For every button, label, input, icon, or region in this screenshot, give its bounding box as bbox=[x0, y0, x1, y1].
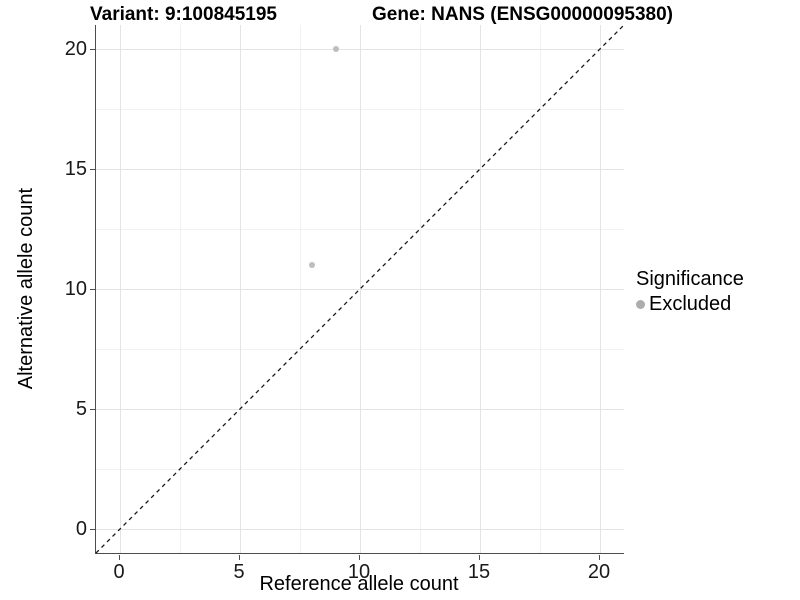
x-tick-label: 20 bbox=[587, 561, 611, 583]
legend-item-excluded: Excluded bbox=[636, 293, 744, 316]
x-axis-title: Reference allele count bbox=[259, 573, 459, 595]
x-tick-label: 15 bbox=[467, 561, 491, 583]
legend: Significance Excluded bbox=[636, 268, 744, 316]
y-major-gridline bbox=[96, 408, 624, 410]
y-major-gridline bbox=[96, 48, 624, 50]
plot-canvas bbox=[95, 24, 625, 554]
y-tick-mark bbox=[90, 168, 95, 170]
x-tick-label: 0 bbox=[113, 561, 125, 583]
y-tick-mark bbox=[90, 48, 95, 50]
data-point bbox=[333, 46, 339, 52]
x-tick-mark bbox=[238, 554, 240, 560]
y-tick-mark bbox=[90, 288, 95, 290]
y-tick-label: 10 bbox=[64, 278, 87, 300]
y-tick-label: 15 bbox=[64, 158, 87, 180]
x-tick-mark bbox=[358, 554, 360, 560]
identity-dashed-line bbox=[95, 24, 625, 554]
y-major-gridline bbox=[96, 168, 624, 170]
plot-panel bbox=[95, 24, 625, 554]
y-major-gridline bbox=[96, 528, 624, 530]
y-tick-label: 0 bbox=[75, 518, 87, 540]
data-point bbox=[309, 262, 315, 268]
x-tick-label: 10 bbox=[347, 561, 371, 583]
legend-key-dot-icon bbox=[636, 300, 645, 309]
plot-title-gene: Gene: NANS (ENSG00000095380) bbox=[372, 4, 673, 25]
y-tick-label: 20 bbox=[64, 38, 87, 60]
x-tick-mark bbox=[598, 554, 600, 560]
y-major-gridline bbox=[96, 288, 624, 290]
plot-title-variant: Variant: 9:100845195 bbox=[90, 4, 277, 25]
y-tick-label: 5 bbox=[75, 398, 87, 420]
x-tick-mark bbox=[118, 554, 120, 560]
x-tick-mark bbox=[478, 554, 480, 560]
y-tick-mark bbox=[90, 528, 95, 530]
y-tick-mark bbox=[90, 408, 95, 410]
y-axis-title: Alternative allele count bbox=[14, 188, 37, 390]
legend-item-label: Excluded bbox=[649, 293, 732, 315]
x-tick-label: 5 bbox=[233, 561, 245, 583]
legend-title: Significance bbox=[636, 268, 744, 290]
